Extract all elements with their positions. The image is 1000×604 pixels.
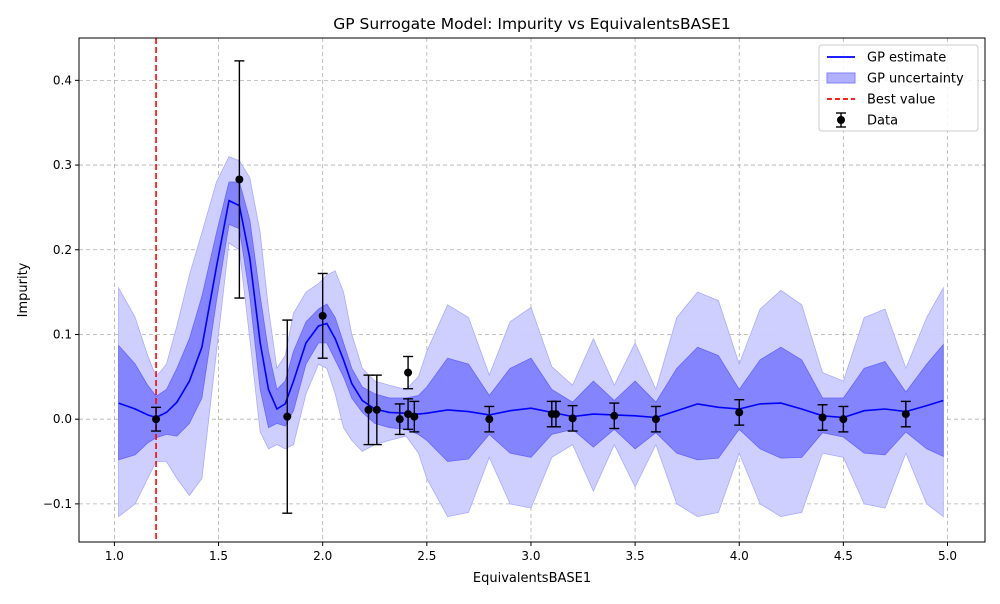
data-point <box>484 405 495 433</box>
y-tick-label: 0.1 <box>53 327 72 341</box>
data-point <box>151 406 162 432</box>
legend-label: Data <box>867 114 898 129</box>
data-marker <box>610 411 619 420</box>
data-marker <box>568 414 577 423</box>
legend-label: Best value <box>867 93 935 108</box>
x-tick-label: 4.5 <box>834 549 853 563</box>
y-axis-label: Impurity <box>16 262 31 317</box>
data-marker <box>901 410 910 419</box>
gp-uncertainty-bands <box>118 156 944 518</box>
data-point <box>371 374 382 446</box>
x-tick-label: 1.5 <box>209 549 228 563</box>
gp-uncertainty-inner-band <box>118 181 944 462</box>
data-marker <box>404 368 413 377</box>
data-point <box>282 319 293 514</box>
data-marker <box>283 412 292 421</box>
y-tick-label: 0.4 <box>53 73 72 87</box>
x-tick-label: 1.0 <box>105 549 124 563</box>
legend: GP estimate GP uncertainty Best value Data <box>818 44 979 132</box>
data-marker <box>364 405 373 414</box>
legend-patch-icon <box>826 72 856 84</box>
x-tick-label: 5.0 <box>938 549 957 563</box>
data-point <box>900 400 911 428</box>
data-marker <box>235 175 244 184</box>
y-tick-label: 0.3 <box>53 158 72 172</box>
data-point <box>650 405 661 433</box>
data-point <box>817 404 828 431</box>
axis-ticks: 1.0 1.5 2.0 2.5 3.0 3.5 4.0 4.5 5.0 −0.1 0.0 0.1 0.2… <box>43 73 957 563</box>
legend-item: GP estimate <box>827 51 946 66</box>
plot-frame <box>78 37 986 543</box>
x-axis-label: EquivalentsBASE1 <box>473 571 591 586</box>
legend-item: Best value <box>827 93 935 108</box>
data-marker <box>395 415 404 424</box>
data-marker <box>839 415 848 424</box>
x-tick-label: 4.0 <box>730 549 749 563</box>
data-point <box>734 398 745 426</box>
data-marker <box>410 412 419 421</box>
data-point <box>403 355 414 390</box>
data-marker <box>818 413 827 422</box>
data-marker <box>372 405 381 414</box>
data-marker <box>404 410 413 419</box>
data-marker <box>318 311 327 320</box>
legend-item: GP uncertainty <box>826 72 964 87</box>
legend-box <box>818 44 979 132</box>
data-point <box>838 405 849 433</box>
legend-label: GP uncertainty <box>867 72 964 87</box>
data-point <box>550 400 561 428</box>
data-point <box>567 404 578 432</box>
legend-item: Data <box>836 112 898 129</box>
data-point <box>317 272 328 359</box>
data-marker <box>485 415 494 424</box>
y-tick-label: 0.0 <box>53 412 72 426</box>
x-tick-label: 3.5 <box>626 549 645 563</box>
legend-marker-icon <box>837 116 845 124</box>
data-point <box>403 398 414 431</box>
legend-label: GP estimate <box>867 51 946 66</box>
data-marker <box>152 415 161 424</box>
x-tick-label: 2.0 <box>313 549 332 563</box>
y-tick-label: 0.2 <box>53 243 72 257</box>
data-marker <box>735 408 744 417</box>
x-tick-label: 3.0 <box>521 549 540 563</box>
data-marker <box>651 415 660 424</box>
y-tick-label: −0.1 <box>43 497 72 511</box>
data-point <box>609 402 620 430</box>
data-point <box>394 403 405 436</box>
data-marker <box>551 410 560 419</box>
data-points <box>151 60 911 514</box>
data-point <box>409 400 420 433</box>
chart-title: GP Surrogate Model: Impurity vs Equivale… <box>333 15 730 33</box>
data-point <box>234 60 245 299</box>
x-tick-label: 2.5 <box>417 549 436 563</box>
